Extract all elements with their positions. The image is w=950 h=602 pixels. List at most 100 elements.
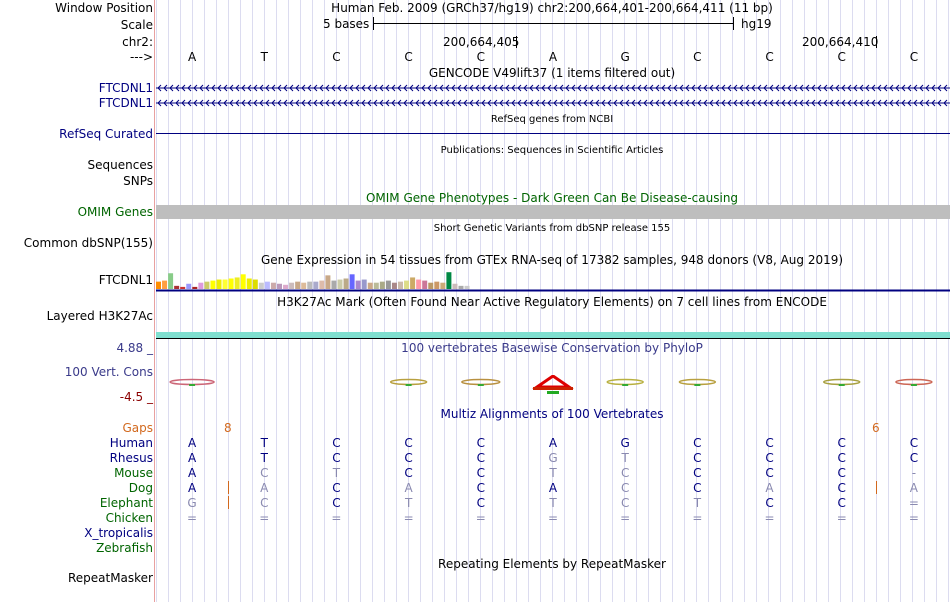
gtex-tissue-bar[interactable] <box>240 274 246 289</box>
gtex-tissue-bar[interactable] <box>156 281 161 289</box>
gencode-item-1-label[interactable]: FTCDNL1 <box>98 81 153 95</box>
omim-label[interactable]: OMIM Genes <box>77 205 153 219</box>
h3k27-signal[interactable] <box>156 332 950 338</box>
gap-mark-elephant-1 <box>228 496 229 509</box>
sequences-label[interactable]: Sequences <box>87 158 153 172</box>
gtex-tissue-bar[interactable] <box>270 282 276 289</box>
gtex-tissue-bar[interactable] <box>186 283 192 289</box>
strand-chevron <box>505 99 510 107</box>
gtex-tissue-bar[interactable] <box>398 281 403 289</box>
aligned-base: = <box>692 511 703 525</box>
gtex-tissue-bar[interactable] <box>180 286 186 289</box>
conservation-plot[interactable] <box>156 375 950 397</box>
gtex-tissue-bar[interactable] <box>416 279 422 289</box>
gtex-tissue-bar[interactable] <box>385 280 391 289</box>
gtex-tissue-bar[interactable] <box>162 280 168 289</box>
aligned-base: C <box>837 436 846 450</box>
gtex-tissue-bar[interactable] <box>319 280 325 289</box>
gencode-item-2-feature[interactable] <box>156 96 950 110</box>
gtex-tissue-bar[interactable] <box>391 282 397 289</box>
gtex-tissue-bar[interactable] <box>210 280 216 289</box>
repeat-label[interactable]: RepeatMasker <box>67 571 153 585</box>
gtex-tissue-bar[interactable] <box>168 273 174 289</box>
gtex-tissue-bar[interactable] <box>325 275 331 289</box>
gtex-tissue-bar[interactable] <box>464 285 470 289</box>
strand-chevron <box>181 99 186 107</box>
strand-chevron <box>607 84 612 92</box>
gtex-tissue-bar[interactable] <box>379 281 385 289</box>
species-label[interactable]: Rhesus <box>109 451 153 465</box>
strand-chevron <box>475 84 480 92</box>
gtex-tissue-bar[interactable] <box>289 282 295 289</box>
gtex-tissue-bar[interactable] <box>349 274 355 289</box>
gtex-tissue-bar[interactable] <box>264 281 270 289</box>
strand-chevron <box>445 99 450 107</box>
gtex-tissue-bar[interactable] <box>174 285 180 289</box>
gtex-tissue-bar[interactable] <box>458 285 464 289</box>
gtex-tissue-bar[interactable] <box>277 283 282 289</box>
aligned-base: A <box>187 466 197 480</box>
strand-chevron <box>559 99 564 107</box>
strand-chevron <box>265 99 270 107</box>
species-label[interactable]: Zebrafish <box>96 541 153 555</box>
base-letter: C <box>404 50 413 64</box>
aligned-base: = <box>908 511 919 525</box>
gtex-tissue-bar[interactable] <box>373 282 379 289</box>
gtex-tissue-bar[interactable] <box>228 278 234 290</box>
gtex-tissue-bar[interactable] <box>204 281 210 289</box>
snps-label[interactable]: SNPs <box>123 174 153 188</box>
refseq-label[interactable]: RefSeq Curated <box>59 127 153 141</box>
gtex-tissue-bar[interactable] <box>307 281 313 289</box>
strand-chevron <box>619 84 624 92</box>
species-label[interactable]: Mouse <box>114 466 153 480</box>
gtex-tissue-bar[interactable] <box>440 282 446 289</box>
gtex-tissue-bar[interactable] <box>434 281 440 289</box>
gtex-bar-chart[interactable] <box>156 268 950 292</box>
gtex-tissue-bar[interactable] <box>192 286 198 289</box>
omim-feature[interactable] <box>156 205 950 219</box>
gtex-tissue-bar[interactable] <box>252 279 258 289</box>
aligned-base: C <box>909 436 919 450</box>
gtex-tissue-bar[interactable] <box>410 277 416 289</box>
gtex-tissue-bar[interactable] <box>446 272 452 289</box>
gtex-tissue-bar[interactable] <box>295 281 301 289</box>
species-label[interactable]: X_tropicalis <box>84 526 153 540</box>
gtex-tissue-bar[interactable] <box>404 280 410 289</box>
gtex-tissue-bar[interactable] <box>355 280 361 289</box>
gtex-tissue-bar[interactable] <box>301 282 307 289</box>
dbsnp-label[interactable]: Common dbSNP(155) <box>23 236 153 250</box>
strand-chevron <box>817 84 822 92</box>
gtex-tissue-bar[interactable] <box>337 279 343 289</box>
gtex-tissue-bar[interactable] <box>313 281 319 289</box>
gtex-tissue-bar[interactable] <box>222 279 228 289</box>
species-label[interactable]: Chicken <box>105 511 153 525</box>
gtex-tissue-bar[interactable] <box>258 282 264 289</box>
gtex-tissue-bar[interactable] <box>234 277 240 289</box>
gencode-item-1-feature[interactable] <box>156 81 950 95</box>
strand-chevron <box>901 99 906 107</box>
gtex-tissue-bar[interactable] <box>428 282 434 289</box>
refseq-feature[interactable] <box>156 133 950 134</box>
cons-label[interactable]: 100 Vert. Cons <box>64 365 153 379</box>
gtex-tissue-bar[interactable] <box>361 279 367 289</box>
species-label[interactable]: Human <box>109 436 153 450</box>
strand-chevron <box>667 84 672 92</box>
gtex-tissue-bar[interactable] <box>422 280 428 289</box>
strand-chevron <box>163 84 168 92</box>
gencode-item-2-label[interactable]: FTCDNL1 <box>98 96 153 110</box>
species-label[interactable]: Dog <box>128 481 153 495</box>
gtex-tissue-bar[interactable] <box>198 282 204 289</box>
gtex-tissue-bar[interactable] <box>452 283 458 289</box>
gtex-tissue-bar[interactable] <box>283 284 289 289</box>
gtex-tissue-bar[interactable] <box>331 280 337 289</box>
aligned-base: C <box>332 481 341 495</box>
aligned-base: = <box>475 511 486 525</box>
gtex-tissue-bar[interactable] <box>216 279 222 289</box>
h3k27-label[interactable]: Layered H3K27Ac <box>46 309 153 323</box>
gtex-tissue-bar[interactable] <box>343 278 349 290</box>
base-letter: A <box>548 50 558 64</box>
gtex-label[interactable]: FTCDNL1 <box>98 273 153 287</box>
gtex-tissue-bar[interactable] <box>367 282 373 289</box>
gtex-tissue-bar[interactable] <box>246 278 252 290</box>
species-label[interactable]: Elephant <box>99 496 153 510</box>
